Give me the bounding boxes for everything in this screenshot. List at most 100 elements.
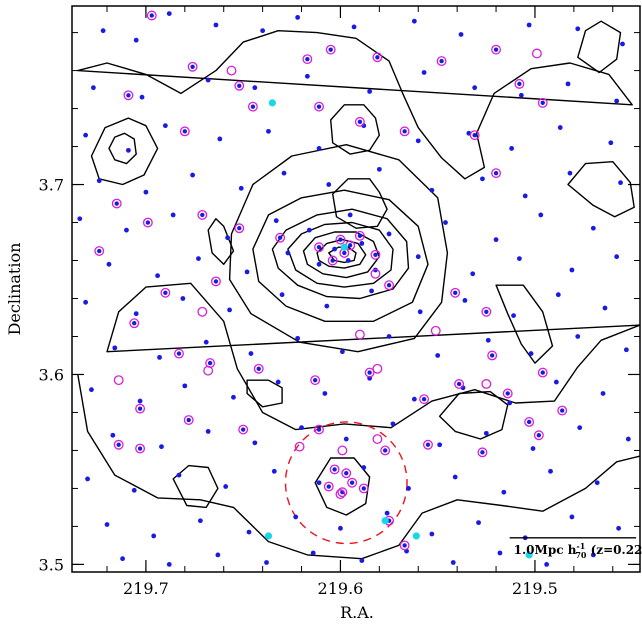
member-point: [540, 100, 545, 106]
galaxy-point: [415, 254, 421, 260]
galaxy-point: [131, 487, 137, 493]
galaxy-point: [530, 446, 536, 451]
galaxy-point: [304, 73, 310, 79]
member-ring: [183, 415, 194, 426]
galaxy-point: [252, 85, 258, 91]
galaxy-point: [618, 180, 623, 186]
contour-line-10: [252, 189, 429, 322]
galaxy-point: [264, 560, 269, 565]
galaxy-point: [351, 24, 357, 30]
member-ring: [354, 230, 365, 241]
cyan-point: [412, 532, 420, 540]
y-tick-label: 3.7: [39, 176, 64, 195]
galaxy-point: [623, 347, 629, 353]
galaxy-point: [569, 514, 575, 520]
galaxy-point: [359, 241, 365, 246]
member-ring: [94, 246, 105, 256]
member-ring: [502, 388, 513, 399]
member-ring: [234, 80, 245, 91]
member-point: [237, 226, 242, 231]
galaxy-point: [85, 476, 90, 482]
contour-line-15: [438, 390, 509, 440]
member-point: [421, 396, 427, 402]
member-point: [316, 104, 322, 109]
galaxy-point: [369, 288, 374, 294]
galaxy-point: [96, 178, 102, 184]
member-point: [425, 442, 431, 447]
galaxy-point: [246, 529, 252, 535]
member-point: [357, 233, 363, 239]
contour-line-16: [495, 284, 554, 364]
member-point: [186, 417, 191, 423]
member-point: [137, 406, 143, 411]
ring-only-point: [203, 365, 214, 376]
galaxy-point: [151, 533, 157, 539]
galaxy-point: [415, 138, 421, 144]
galaxy-point: [557, 125, 563, 130]
member-point: [517, 81, 522, 87]
member-ring: [454, 379, 465, 389]
ring-only-point: [430, 325, 441, 336]
galaxy-point: [104, 522, 110, 527]
galaxy-point: [345, 258, 351, 263]
ring-only-point: [372, 363, 383, 374]
galaxy-point: [170, 212, 176, 218]
galaxy-point: [90, 85, 96, 91]
galaxy-point: [443, 220, 448, 225]
member-point: [256, 366, 261, 371]
dashed-circle-layer: [284, 421, 408, 545]
member-point: [472, 132, 477, 138]
galaxy-point: [544, 562, 550, 567]
cyan-point: [381, 517, 389, 525]
member-ring: [477, 447, 488, 458]
ring-only-point: [197, 306, 208, 317]
x-tick-label: 219.6: [318, 579, 364, 598]
galaxy-point: [124, 227, 129, 233]
galaxy-point: [180, 296, 186, 301]
contour-line-6: [287, 221, 394, 288]
member-point: [163, 290, 168, 295]
contour-line-1: [108, 132, 137, 165]
galaxy-point: [602, 305, 608, 311]
ring-only-point: [337, 445, 348, 456]
ring-only-point: [354, 329, 365, 340]
galaxy-point: [361, 123, 367, 129]
member-point: [342, 250, 347, 256]
galaxy-point: [614, 254, 620, 260]
galaxy-point: [567, 170, 573, 176]
galaxy-point: [120, 556, 125, 562]
contour-line-9: [328, 246, 357, 264]
member-point: [312, 377, 318, 383]
member-ring: [524, 417, 535, 427]
member-ring: [160, 287, 171, 298]
galaxy-point: [485, 337, 491, 343]
member-point: [207, 360, 213, 366]
galaxy-point: [106, 261, 112, 267]
y-axis-label: Declination: [5, 243, 24, 336]
galaxy-point: [548, 468, 553, 474]
member-point: [316, 427, 322, 432]
galaxy-point: [143, 189, 149, 195]
galaxy-point: [133, 311, 139, 317]
member-ring: [123, 90, 134, 101]
ring-only-point: [113, 375, 124, 386]
galaxy-point: [575, 26, 581, 32]
member-point: [326, 484, 331, 489]
cyan-point: [268, 99, 276, 107]
galaxy-point: [223, 484, 229, 489]
galaxy-point: [316, 261, 322, 267]
contour-line-14: [106, 282, 640, 431]
contour-line-18: [577, 20, 622, 74]
galaxy-point: [429, 531, 435, 537]
galaxy-point: [166, 11, 172, 16]
member-point: [453, 290, 458, 295]
member-ring: [275, 232, 286, 243]
member-point: [375, 55, 380, 60]
galaxy-point: [497, 550, 503, 556]
cyan-point: [340, 243, 348, 251]
member-point: [182, 129, 188, 134]
galaxy-point: [295, 335, 301, 341]
galaxy-point: [590, 552, 596, 558]
galaxy-point: [620, 41, 625, 47]
x-tick-label: 219.7: [123, 579, 169, 598]
